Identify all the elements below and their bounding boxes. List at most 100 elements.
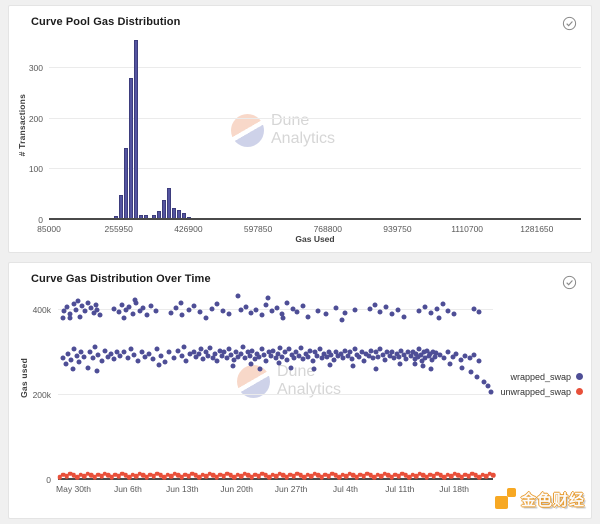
scatter-point-wrapped-swap (92, 344, 98, 350)
scatter-point-wrapped-swap (416, 308, 422, 314)
scatter-point-wrapped-swap (224, 355, 230, 361)
scatter-point-wrapped-swap (324, 354, 330, 360)
scatter-point-wrapped-swap (340, 355, 346, 361)
scatter-point-wrapped-swap (247, 353, 253, 359)
scatter-point-wrapped-swap (326, 349, 332, 354)
scatter-point-wrapped-swap (150, 356, 156, 362)
scatter-point-unwrapped-swap (357, 472, 363, 477)
scatter-point-wrapped-swap (126, 304, 132, 310)
scatter-point-wrapped-swap (331, 357, 337, 363)
scatter-point-wrapped-swap (485, 383, 491, 389)
scatter-point-unwrapped-swap (291, 473, 296, 479)
legend-label: wrapped_swap (510, 371, 571, 382)
histogram-bar (128, 78, 134, 219)
scatter-point-wrapped-swap (377, 346, 383, 352)
scatter-point-wrapped-swap (270, 348, 276, 354)
scatter-point-wrapped-swap (429, 357, 435, 363)
legend-dot-icon (576, 388, 583, 395)
scatter-point-unwrapped-swap (385, 473, 391, 478)
scatter-point-unwrapped-swap (78, 472, 83, 477)
scatter-point-wrapped-swap (319, 355, 325, 361)
scatter-point-wrapped-swap (79, 303, 85, 309)
scatter-point-wrapped-swap (382, 357, 388, 363)
scatter-point-wrapped-swap (338, 351, 344, 357)
scatter-point-unwrapped-swap (298, 473, 303, 478)
scatter-point-unwrapped-swap (445, 472, 450, 477)
scatter-point-unwrapped-swap (448, 473, 454, 479)
scatter-point-wrapped-swap (191, 349, 197, 354)
y-tick-label: 400k (32, 305, 51, 315)
scatter-point-wrapped-swap (420, 363, 426, 369)
scatter-point-wrapped-swap (252, 356, 258, 362)
scatter-point-wrapped-swap (328, 352, 334, 358)
scatter-point-unwrapped-swap (312, 471, 317, 477)
legend-item: unwrapped_swap (500, 384, 583, 399)
scatter-point-unwrapped-swap (329, 471, 335, 477)
scatter-point-unwrapped-swap (113, 472, 118, 477)
scatter-point-wrapped-swap (269, 308, 275, 314)
scatter-plot-area: 0 200k 400k May 30th Jun 6th Jun 13th Jun 20th… (9, 263, 591, 518)
scatter-point-wrapped-swap (242, 355, 248, 361)
scatter-point-unwrapped-swap (148, 472, 153, 477)
scatter-point-wrapped-swap (116, 309, 122, 315)
scatter-point-wrapped-swap (235, 293, 241, 299)
scatter-point-wrapped-swap (207, 345, 213, 351)
scatter-point-wrapped-swap (105, 354, 111, 360)
scatter-point-wrapped-swap (183, 358, 189, 364)
scatter-point-wrapped-swap (74, 353, 80, 359)
x-tick-label: 1110700 (451, 224, 484, 234)
scatter-point-unwrapped-swap (179, 474, 185, 480)
scatter-point-wrapped-swap (230, 363, 236, 369)
scatter-point-wrapped-swap (94, 368, 100, 374)
y-gridline (49, 168, 581, 170)
scatter-point-wrapped-swap (220, 308, 226, 314)
scatter-point-wrapped-swap (253, 307, 259, 313)
scatter-point-wrapped-swap (488, 389, 494, 395)
scatter-point-wrapped-swap (117, 353, 123, 359)
scatter-point-wrapped-swap (396, 354, 402, 360)
scatter-point-wrapped-swap (279, 354, 285, 360)
scatter-point-wrapped-swap (273, 355, 278, 361)
scatter-point-wrapped-swap (140, 305, 146, 311)
scatter-point-wrapped-swap (401, 352, 407, 358)
scatter-point-unwrapped-swap (434, 471, 440, 477)
scatter-point-unwrapped-swap (207, 471, 213, 477)
scatter-point-unwrapped-swap (200, 472, 206, 477)
scatter-point-unwrapped-swap (155, 471, 160, 477)
chart-title: Curve Pool Gas Distribution (31, 16, 181, 28)
scatter-point-wrapped-swap (280, 315, 286, 321)
check-circle-icon[interactable] (562, 16, 577, 31)
scatter-point-unwrapped-swap (88, 473, 94, 478)
scatter-point-wrapped-swap (275, 351, 281, 357)
scatter-point-wrapped-swap (345, 353, 351, 359)
scatter-point-wrapped-swap (238, 351, 244, 357)
scatter-point-wrapped-swap (65, 351, 71, 357)
scatter-point-wrapped-swap (186, 307, 191, 313)
scatter-point-wrapped-swap (146, 351, 152, 357)
scatter-point-unwrapped-swap (242, 471, 248, 477)
scatter-point-wrapped-swap (368, 348, 374, 354)
scatter-point-unwrapped-swap (211, 473, 216, 478)
scatter-point-unwrapped-swap (295, 471, 300, 477)
scatter-point-wrapped-swap (153, 308, 159, 314)
scatter-point-wrapped-swap (256, 354, 262, 360)
scatter-point-unwrapped-swap (490, 473, 496, 478)
scatter-point-wrapped-swap (323, 311, 329, 317)
scatter-point-wrapped-swap (359, 349, 365, 354)
scatter-point-wrapped-swap (294, 309, 300, 315)
golden-finance-watermark: 金色财经 (494, 486, 585, 512)
y-tick-label: 0 (38, 215, 43, 225)
scatter-point-wrapped-swap (474, 374, 480, 380)
scatter-point-unwrapped-swap (186, 473, 192, 479)
scatter-point-wrapped-swap (398, 348, 404, 354)
scatter-point-wrapped-swap (347, 349, 353, 355)
scatter-point-wrapped-swap (263, 358, 269, 364)
scatter-point-wrapped-swap (179, 353, 185, 359)
scatter-point-wrapped-swap (231, 357, 237, 363)
scatter-point-wrapped-swap (171, 355, 177, 361)
scatter-point-wrapped-swap (481, 379, 487, 385)
scatter-point-wrapped-swap (226, 346, 232, 352)
scatter-point-unwrapped-swap (127, 474, 132, 480)
scatter-point-wrapped-swap (214, 358, 220, 364)
check-circle-icon[interactable] (562, 275, 577, 290)
